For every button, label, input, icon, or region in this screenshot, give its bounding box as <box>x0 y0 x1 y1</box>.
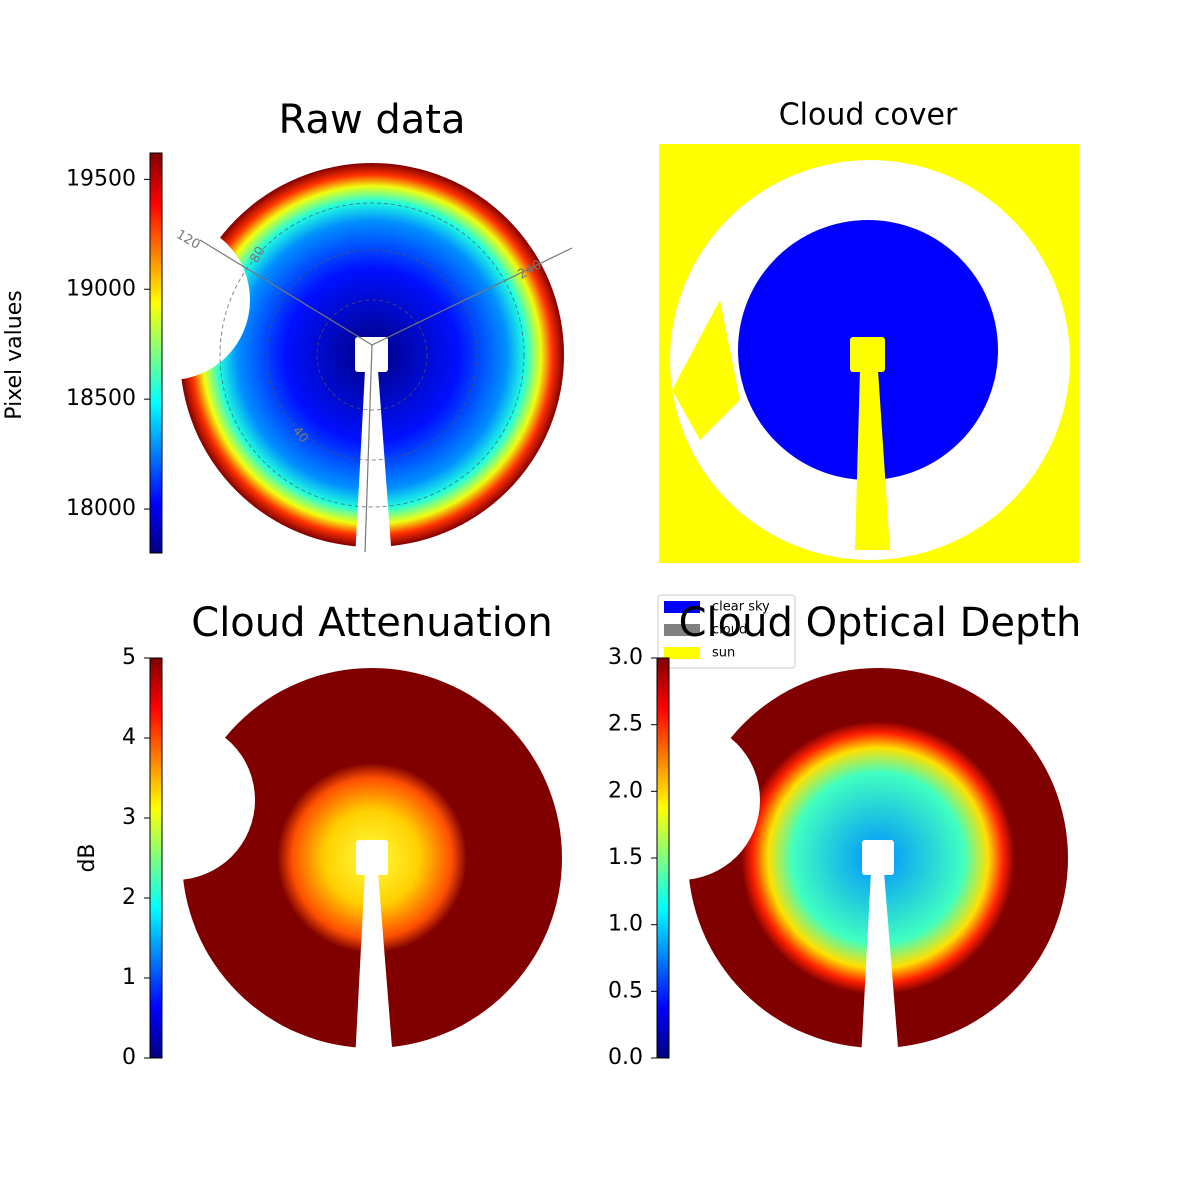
mask <box>356 840 388 875</box>
mask <box>600 720 760 880</box>
mask <box>861 872 899 1060</box>
mask <box>355 370 392 560</box>
colorbar-tick-label: 0.5 <box>608 978 643 1003</box>
colorbar-tick-label: 0.0 <box>608 1045 643 1070</box>
colorbar-tick-label: 19500 <box>66 166 136 191</box>
colorbar-tick-label: 1.0 <box>608 912 643 937</box>
polar-label: 80 <box>247 244 268 266</box>
legend-label: cloud <box>712 623 747 638</box>
colorbar-tick-label: 5 <box>122 645 136 670</box>
colorbar-label: Pixel values <box>2 290 27 419</box>
colorbar-tick-label: 18500 <box>66 386 136 411</box>
colorbar-tick-label: 1.5 <box>608 845 643 870</box>
legend-label: clear sky <box>712 600 770 615</box>
colorbar-tick-label: 18000 <box>66 496 136 521</box>
region <box>672 300 740 440</box>
mask <box>95 720 255 880</box>
colorbar-tick-label: 2.0 <box>608 778 643 803</box>
colorbar-tick-label: 2.5 <box>608 712 643 737</box>
colorbar-label: dB <box>75 843 100 872</box>
mask <box>862 840 894 875</box>
colorbar-tick-label: 3 <box>122 805 136 830</box>
polar-grid <box>219 202 525 508</box>
colorbar-tick-label: 0 <box>122 1045 136 1070</box>
panel-title: Raw data <box>279 97 466 143</box>
colorbar <box>656 657 670 1059</box>
colorbar <box>149 152 163 554</box>
region <box>855 370 890 550</box>
panel-title: Cloud Attenuation <box>191 600 552 646</box>
legend-label: sun <box>712 646 735 661</box>
colorbar-tick-label: 1 <box>122 965 136 990</box>
colorbar-tick-label: 2 <box>122 885 136 910</box>
legend-swatch <box>664 624 700 636</box>
colorbar <box>149 657 163 1059</box>
legend-swatch <box>664 647 700 659</box>
panel-title: Cloud Optical Depth <box>679 600 1082 646</box>
polar-lines <box>199 239 573 553</box>
legend-swatch <box>664 601 700 613</box>
colorbar-tick-label: 3.0 <box>608 645 643 670</box>
colorbar-tick-label: 19000 <box>66 276 136 301</box>
panel-title: Cloud cover <box>779 98 958 133</box>
region <box>850 337 885 372</box>
colorbar-tick-label: 4 <box>122 725 136 750</box>
mask <box>90 220 250 380</box>
mask <box>355 872 393 1060</box>
images <box>90 144 1079 1060</box>
